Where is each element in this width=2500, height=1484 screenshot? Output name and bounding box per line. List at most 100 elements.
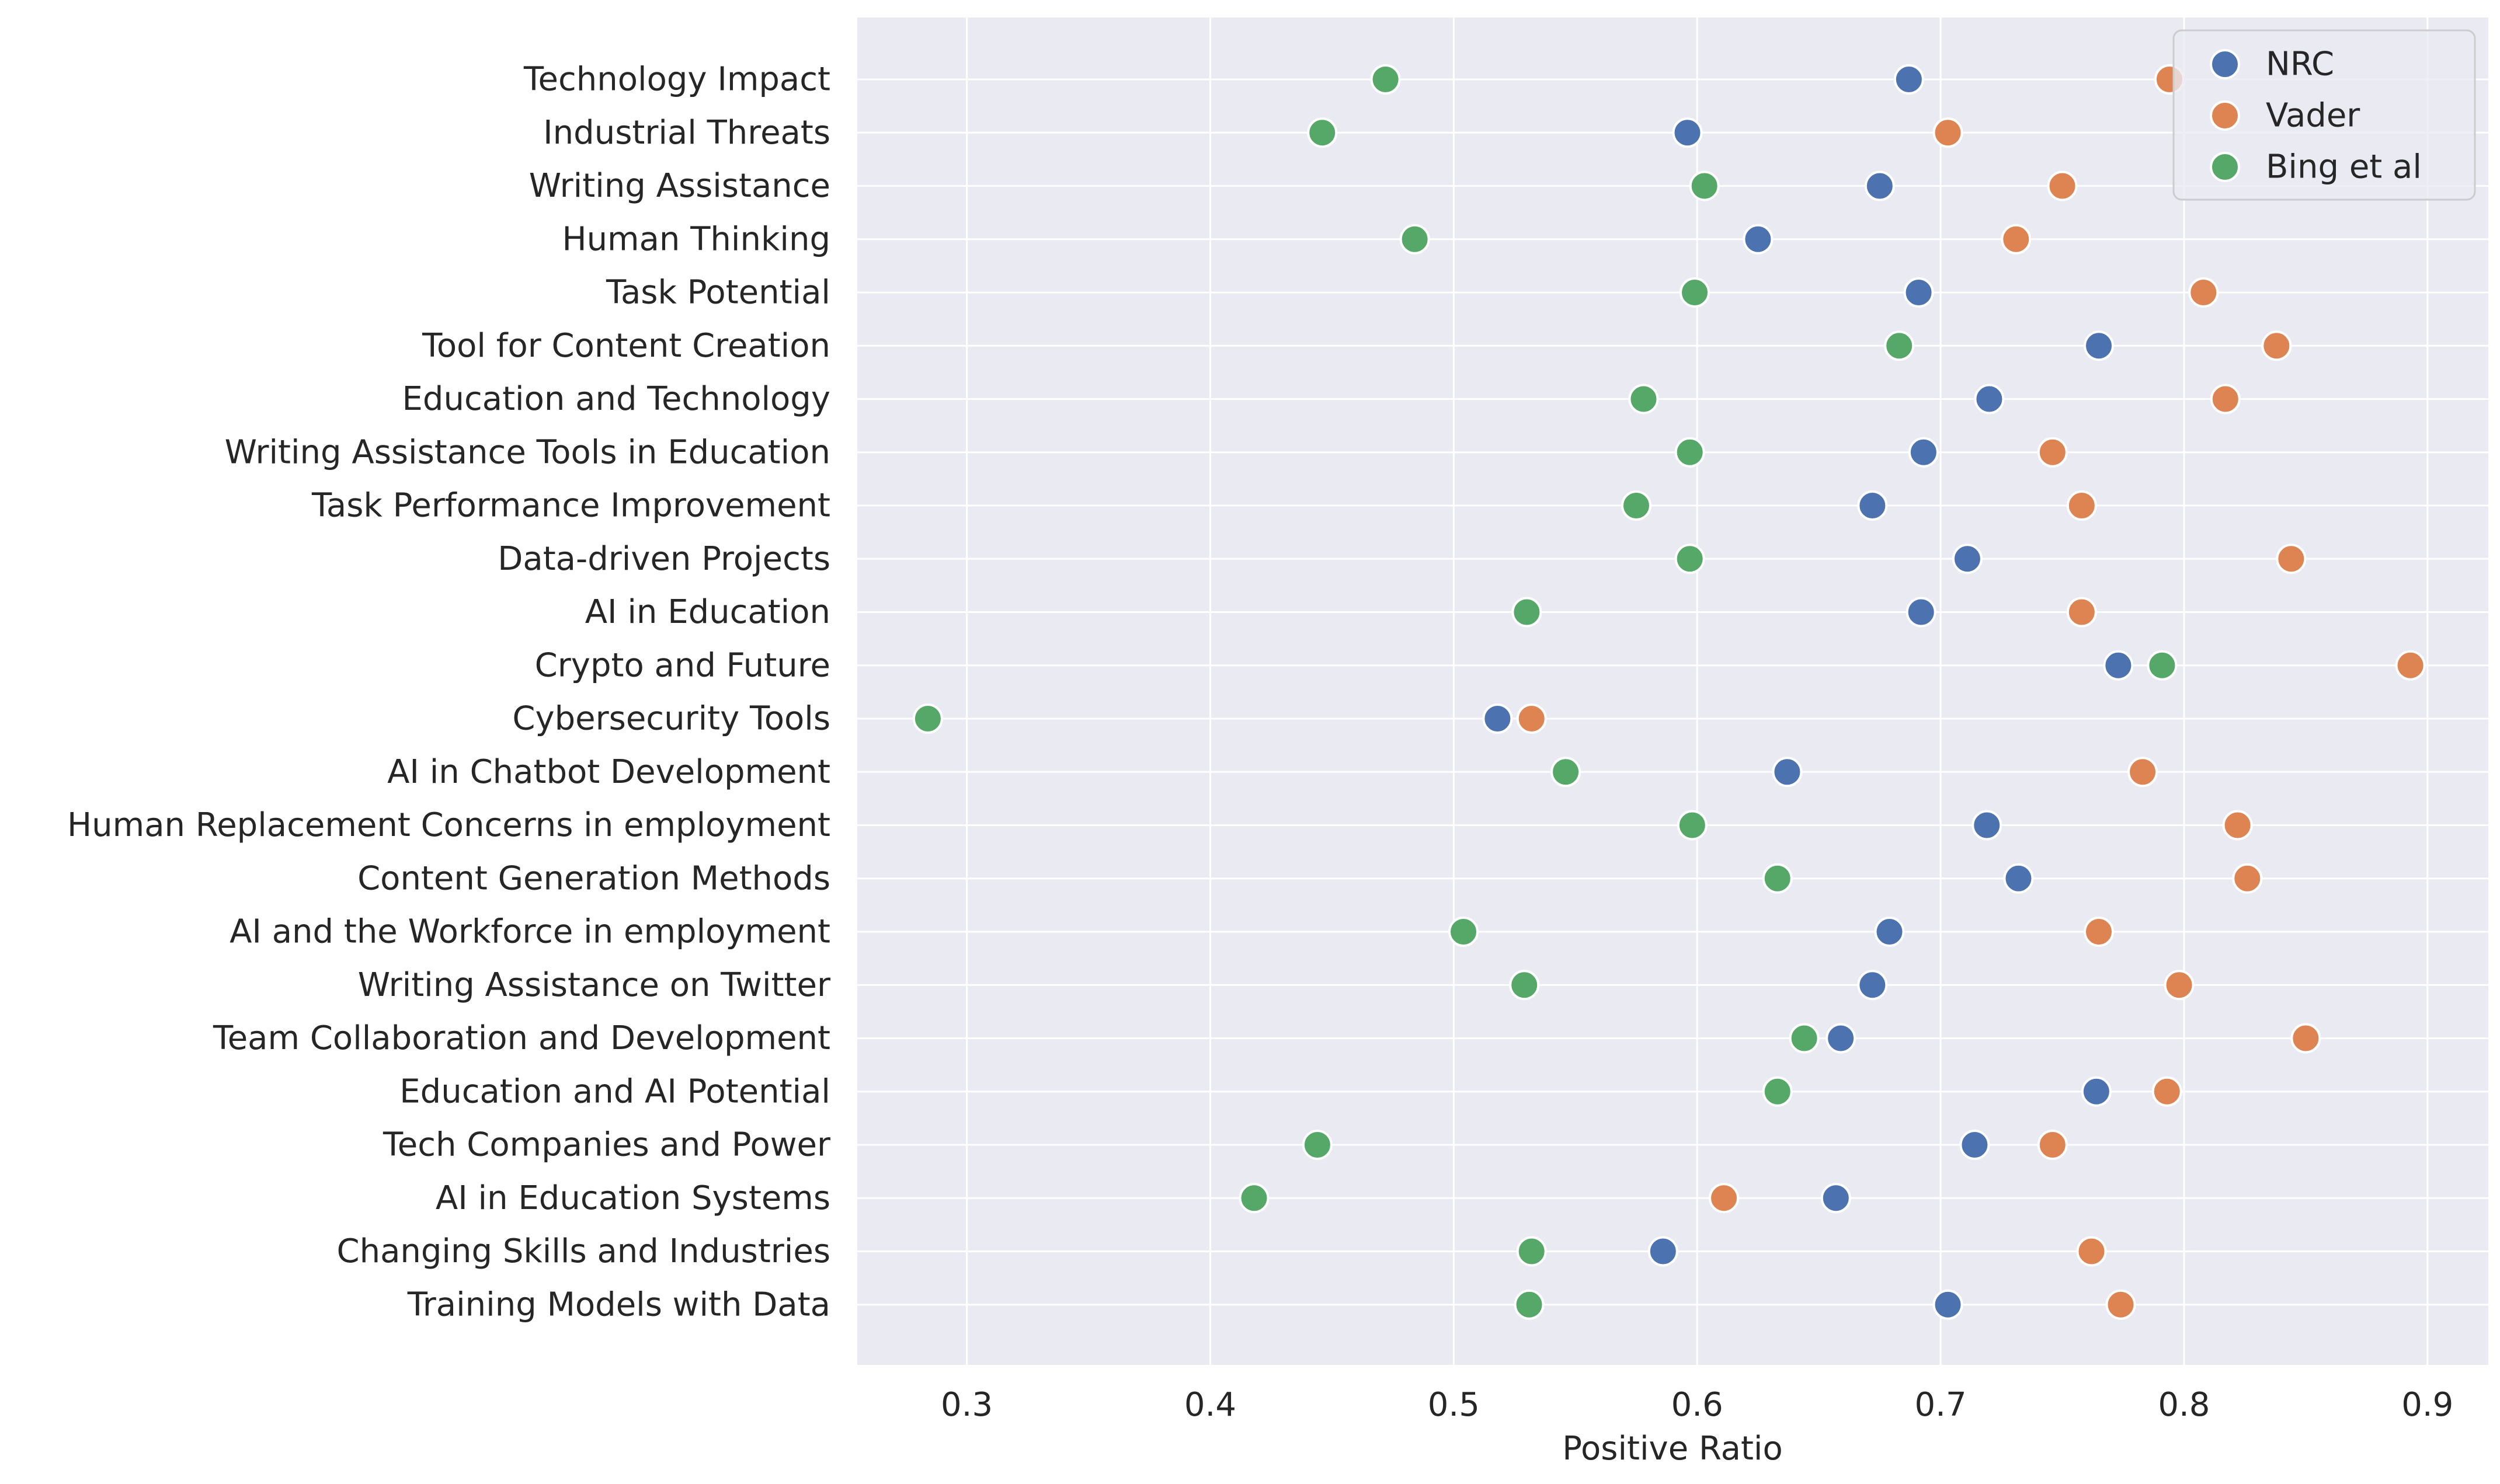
category-label: Technology Impact (523, 61, 830, 99)
point-nrc (1743, 224, 1774, 255)
legend-box (2172, 29, 2476, 201)
point-nrc (1647, 1236, 1678, 1267)
point-bing-et-al (1511, 597, 1542, 628)
point-bing-et-al (1689, 170, 1720, 201)
legend-marker (2210, 152, 2240, 182)
point-bing-et-al (1621, 490, 1651, 521)
point-nrc (1952, 544, 1983, 574)
point-bing-et-al (1550, 757, 1581, 788)
point-vader (2164, 970, 2195, 1001)
point-nrc (2081, 1076, 2112, 1107)
legend-label: Bing et al (2266, 148, 2422, 186)
x-tick-label: 0.6 (1671, 1386, 1723, 1424)
point-nrc (1820, 1183, 1851, 1214)
category-label: Education and AI Potential (399, 1072, 830, 1110)
point-vader (2037, 437, 2068, 468)
category-label: Writing Assistance (529, 167, 830, 205)
x-tick-label: 0.3 (941, 1386, 993, 1424)
point-nrc (1906, 597, 1936, 628)
x-tick-label: 0.5 (1428, 1386, 1480, 1424)
category-label: Human Replacement Concerns in employment (67, 806, 830, 844)
x-tick-labels: 0.3 0.4 0.5 0.6 0.7 0.8 0.9 (941, 1386, 2453, 1424)
point-bing-et-al (1370, 64, 1401, 95)
point-nrc (1482, 703, 1513, 734)
point-bing-et-al (1762, 1076, 1793, 1107)
point-nrc (2003, 863, 2034, 894)
category-label: Task Potential (606, 274, 830, 312)
point-vader (2395, 650, 2426, 681)
point-bing-et-al (1399, 224, 1430, 255)
category-label: Industrial Threats (543, 114, 830, 152)
point-vader (2066, 490, 2097, 521)
point-nrc (2084, 330, 2115, 361)
point-vader (1932, 117, 1963, 148)
x-tick-label: 0.9 (2401, 1386, 2453, 1424)
point-nrc (1908, 437, 1939, 468)
point-bing-et-al (1680, 277, 1710, 308)
x-axis-label: Positive Ratio (1562, 1430, 1782, 1468)
category-label: AI in Chatbot Development (387, 753, 830, 791)
point-vader (2076, 1236, 2107, 1267)
category-label: Human Thinking (562, 220, 830, 258)
point-nrc (1874, 917, 1905, 947)
point-bing-et-al (1448, 917, 1479, 947)
point-nrc (1972, 810, 2002, 841)
point-vader (2276, 544, 2307, 574)
x-tick-label: 0.4 (1184, 1386, 1236, 1424)
category-labels: Technology Impact Industrial Threats Writi… (67, 61, 831, 1324)
point-bing-et-al (1674, 544, 1705, 574)
point-bing-et-al (1302, 1130, 1333, 1160)
category-label: Tech Companies and Power (383, 1126, 831, 1164)
point-bing-et-al (1762, 863, 1793, 894)
point-bing-et-al (1514, 1289, 1545, 1320)
point-vader (2127, 757, 2158, 788)
point-nrc (1826, 1023, 1856, 1054)
x-tick-label: 0.8 (2158, 1386, 2210, 1424)
category-label: Cybersecurity Tools (512, 700, 830, 738)
point-nrc (1864, 170, 1895, 201)
point-vader (2037, 1130, 2068, 1160)
category-label: Content Generation Methods (357, 859, 830, 897)
point-bing-et-al (1884, 330, 1915, 361)
x-tick-label: 0.7 (1915, 1386, 1967, 1424)
point-bing-et-al (1674, 437, 1705, 468)
category-label: Education and Technology (402, 380, 830, 418)
category-label: Changing Skills and Industries (336, 1232, 830, 1270)
point-vader (2084, 917, 2115, 947)
point-bing-et-al (1628, 384, 1659, 414)
point-nrc (1857, 970, 1888, 1001)
legend-label: Vader (2266, 97, 2360, 135)
point-nrc (1903, 277, 1934, 308)
point-vader (2232, 863, 2263, 894)
point-nrc (1772, 757, 1803, 788)
point-bing-et-al (1509, 970, 1540, 1001)
point-nrc (1974, 384, 2005, 414)
category-label: AI in Education Systems (436, 1179, 830, 1217)
category-label: Crypto and Future (535, 646, 830, 684)
point-nrc (2103, 650, 2134, 681)
point-vader (2261, 330, 2292, 361)
point-bing-et-al (2147, 650, 2178, 681)
point-bing-et-al (912, 703, 943, 734)
point-vader (2066, 597, 2097, 628)
point-bing-et-al (1239, 1183, 1270, 1214)
point-vader (2210, 384, 2241, 414)
point-vader (2151, 1076, 2182, 1107)
category-label: Writing Assistance on Twitter (358, 966, 831, 1004)
legend: NRC Vader Bing et al (2172, 29, 2476, 201)
data-points (912, 64, 2426, 1320)
point-vader (2188, 277, 2219, 308)
point-vader (2047, 170, 2078, 201)
point-nrc (1932, 1289, 1963, 1320)
category-label: Task Performance Improvement (311, 487, 830, 525)
point-vader (1709, 1183, 1740, 1214)
point-bing-et-al (1789, 1023, 1820, 1054)
point-vader (1516, 703, 1547, 734)
category-label: Writing Assistance Tools in Education (225, 433, 830, 471)
category-label: AI in Education (585, 593, 830, 631)
legend-marker (2210, 100, 2240, 131)
point-bing-et-al (1307, 117, 1338, 148)
plot-background (857, 18, 2488, 1365)
category-label: Training Models with Data (407, 1286, 830, 1323)
